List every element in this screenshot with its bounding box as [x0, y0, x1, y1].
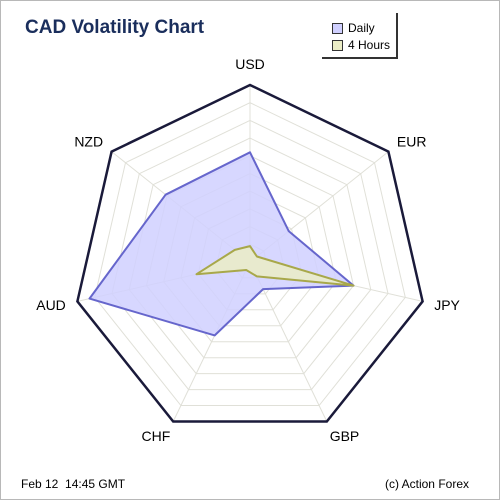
axis-label-gbp: GBP: [330, 428, 360, 444]
grid-ring: [128, 137, 372, 375]
radar-chart: USD EUR JPY GBP CHF AUD NZD: [36, 56, 460, 444]
legend-swatch-4-hours: [332, 39, 343, 51]
legend-item-daily: Daily: [332, 21, 375, 35]
chart-title: CAD Volatility Chart: [25, 17, 205, 38]
axis-label-aud: AUD: [36, 297, 66, 313]
axis-labels: USD EUR JPY GBP CHF AUD NZD: [36, 56, 460, 444]
legend-swatch-daily: [332, 22, 343, 34]
series-daily: [88, 151, 355, 337]
outer-outline: [76, 83, 424, 423]
footer-credit: (c) Action Forex: [384, 477, 469, 491]
axis-label-nzd: NZD: [74, 134, 103, 150]
series-layer: [88, 151, 355, 337]
axis-label-eur: EUR: [397, 134, 427, 150]
outline: [76, 83, 424, 423]
axis-label-usd: USD: [235, 56, 265, 72]
legend: Daily 4 Hours: [322, 13, 398, 59]
legend-label-4-hours: 4 Hours: [348, 38, 391, 52]
legend-label-daily: Daily: [348, 21, 375, 35]
footer-timestamp: Feb 12 14:45 GMT: [21, 477, 126, 491]
grid-ring: [111, 119, 389, 391]
series-4-hours: [195, 245, 355, 287]
legend-item-4-hours: 4 Hours: [332, 38, 390, 52]
axis-label-jpy: JPY: [434, 297, 460, 313]
axis-label-chf: CHF: [142, 428, 171, 444]
grid-ring: [94, 102, 406, 406]
